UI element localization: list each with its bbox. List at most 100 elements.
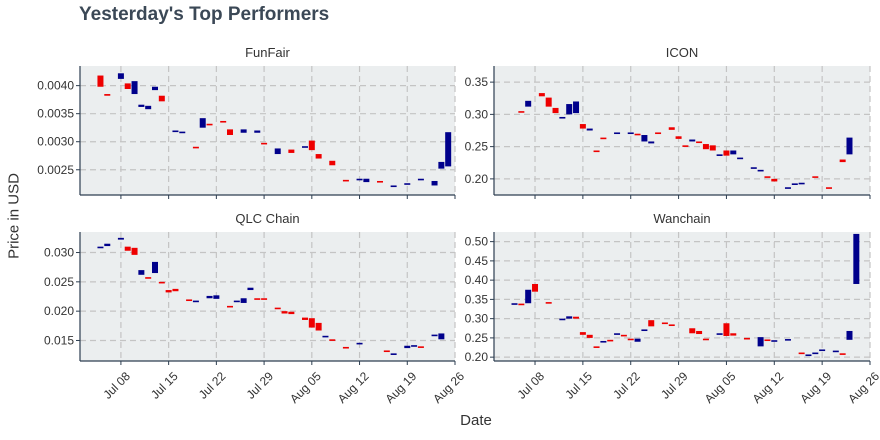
candle-2018-07-10 xyxy=(545,97,552,107)
y-tick-label: 0.020 xyxy=(44,304,74,318)
candle-2018-08-02 xyxy=(288,149,295,153)
candle-2018-08-21 xyxy=(832,350,839,353)
candle-2018-07-26 xyxy=(240,298,247,303)
candle-2018-07-08 xyxy=(117,237,124,240)
candle-2018-08-06 xyxy=(315,154,322,159)
candle-2018-07-15 xyxy=(165,290,172,293)
x-tick-label: Aug 26 xyxy=(845,369,880,406)
candle-2018-07-27 xyxy=(661,322,668,325)
x-tick-label: Jul 15 xyxy=(148,369,181,402)
candle-2018-07-14 xyxy=(158,95,165,102)
candle-2018-08-19 xyxy=(819,349,826,352)
candle-2018-07-09 xyxy=(538,93,545,97)
panel-background-qlc-chain xyxy=(80,232,455,361)
candle-2018-08-25 xyxy=(445,132,452,167)
candle-2018-07-31 xyxy=(274,307,281,310)
candle-2018-08-10 xyxy=(757,169,764,172)
candle-2018-08-14 xyxy=(784,187,791,189)
y-tick-label: 0.30 xyxy=(465,312,489,326)
x-tick-label: Aug 12 xyxy=(335,369,372,406)
candle-2018-07-10 xyxy=(131,81,138,95)
candle-2018-08-17 xyxy=(805,354,812,357)
candle-2018-07-31 xyxy=(689,328,696,334)
x-tick-label: Jul 29 xyxy=(244,369,277,402)
candle-2018-08-23 xyxy=(431,334,438,337)
candle-2018-08-07 xyxy=(737,157,744,160)
facet-title-wanchain: Wanchain xyxy=(653,211,710,226)
candle-2018-07-21 xyxy=(206,123,213,126)
candle-2018-08-02 xyxy=(702,144,709,150)
candle-2018-07-10 xyxy=(545,302,552,304)
candle-2018-07-20 xyxy=(614,132,621,135)
candle-2018-07-24 xyxy=(227,129,233,135)
candle-2018-08-04 xyxy=(302,317,308,320)
candle-2018-07-28 xyxy=(668,324,675,327)
candle-2018-08-17 xyxy=(390,185,397,188)
y-tick-label: 0.35 xyxy=(465,75,489,89)
candle-2018-07-17 xyxy=(179,131,186,134)
candle-2018-07-12 xyxy=(559,318,566,321)
candle-2018-08-19 xyxy=(404,345,411,349)
candle-2018-07-23 xyxy=(634,133,641,136)
y-tick-label: 0.45 xyxy=(465,254,489,268)
candle-2018-08-12 xyxy=(771,178,778,182)
candle-2018-07-29 xyxy=(261,142,268,145)
candle-2018-08-16 xyxy=(798,352,805,355)
panel-background-icon xyxy=(494,66,870,195)
candle-2018-07-05 xyxy=(97,246,104,249)
y-tick-label: 0.030 xyxy=(44,246,74,260)
candle-2018-07-18 xyxy=(600,340,607,343)
candle-2018-08-23 xyxy=(846,330,853,340)
candle-2018-07-28 xyxy=(254,130,261,133)
candle-2018-08-11 xyxy=(764,339,771,342)
x-tick-label: Aug 19 xyxy=(383,369,420,406)
candle-2018-08-19 xyxy=(404,183,411,185)
y-tick-label: 0.0025 xyxy=(37,163,74,177)
candle-2018-08-08 xyxy=(329,339,336,341)
facet-title-funfair: FunFair xyxy=(245,45,290,60)
panel-background-wanchain xyxy=(494,232,870,361)
candle-2018-08-10 xyxy=(342,179,349,182)
candle-2018-07-31 xyxy=(274,148,281,155)
candle-2018-07-10 xyxy=(131,247,138,255)
candle-2018-08-05 xyxy=(723,150,730,156)
candle-2018-07-06 xyxy=(104,94,111,96)
candle-2018-08-16 xyxy=(798,182,805,185)
candle-2018-07-13 xyxy=(566,104,573,115)
candle-2018-08-12 xyxy=(356,178,363,181)
candle-2018-07-22 xyxy=(213,295,220,299)
candle-2018-08-08 xyxy=(329,160,336,166)
candle-2018-08-05 xyxy=(308,318,315,328)
x-tick-label: Aug 19 xyxy=(797,369,834,406)
candle-2018-08-01 xyxy=(696,330,703,335)
candle-2018-08-11 xyxy=(764,176,771,178)
candle-2018-08-15 xyxy=(377,180,383,183)
candle-2018-07-11 xyxy=(138,270,145,275)
candle-2018-07-17 xyxy=(593,346,600,348)
candle-2018-07-24 xyxy=(227,305,233,308)
candle-2018-08-03 xyxy=(709,145,716,151)
candle-2018-07-22 xyxy=(627,132,634,135)
candle-2018-08-02 xyxy=(288,311,295,315)
candle-2018-07-09 xyxy=(124,246,131,251)
candle-2018-07-06 xyxy=(518,111,525,113)
candle-2018-07-16 xyxy=(172,130,179,133)
candle-2018-07-13 xyxy=(152,86,158,91)
candle-2018-07-05 xyxy=(97,75,104,87)
candle-2018-07-28 xyxy=(668,127,675,130)
x-tick-label: Jul 15 xyxy=(562,369,595,402)
candle-2018-07-19 xyxy=(192,300,199,303)
facet-title-qlc-chain: QLC Chain xyxy=(235,211,299,226)
y-tick-label: 0.015 xyxy=(44,333,74,347)
candle-2018-07-29 xyxy=(675,136,682,139)
candle-2018-07-08 xyxy=(532,283,539,292)
page-title: Yesterday's Top Performers xyxy=(79,4,330,25)
candle-2018-07-15 xyxy=(579,124,586,129)
candle-2018-07-28 xyxy=(254,298,261,300)
candle-2018-08-24 xyxy=(438,161,445,169)
candle-2018-08-01 xyxy=(696,141,703,144)
y-tick-label: 0.025 xyxy=(44,275,74,289)
candle-2018-07-14 xyxy=(158,281,165,284)
y-tick-label: 0.20 xyxy=(465,350,489,364)
candle-2018-07-18 xyxy=(186,299,193,302)
